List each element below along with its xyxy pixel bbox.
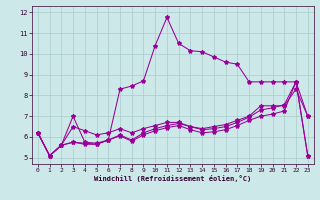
X-axis label: Windchill (Refroidissement éolien,°C): Windchill (Refroidissement éolien,°C) [94, 175, 252, 182]
